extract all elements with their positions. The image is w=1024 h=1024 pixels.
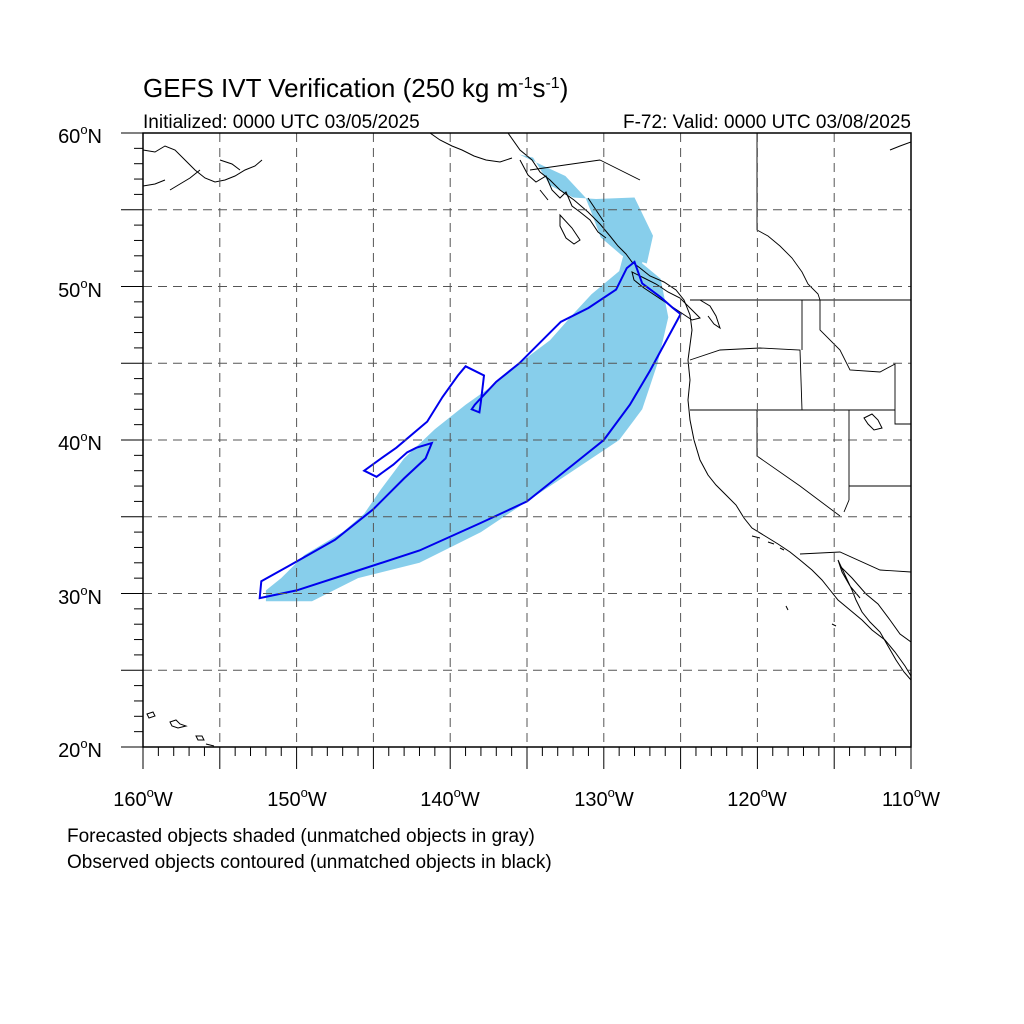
lon-label-130w: 130oW xyxy=(574,785,634,811)
border-california-nevada xyxy=(756,410,841,517)
lon-label-140w: 140oW xyxy=(420,785,480,811)
coastline-puget-sound xyxy=(699,299,721,330)
observed-object-layer xyxy=(258,260,682,600)
valid-time-label: F-72: Valid: 0000 UTC 03/08/2025 xyxy=(623,112,911,133)
coastline-layer xyxy=(143,133,911,747)
coastline-vancouver-island xyxy=(631,271,701,321)
border-washington-oregon xyxy=(689,347,803,411)
coastline-channel-islands xyxy=(751,535,837,627)
coastline-baja xyxy=(837,559,911,681)
coastline-hawaii xyxy=(146,711,215,747)
forecast-object-layer xyxy=(265,154,669,602)
lat-label-40: 40oN xyxy=(58,429,102,455)
lon-label-110w: 110oW xyxy=(882,785,940,811)
border-idaho xyxy=(801,300,911,425)
lon-label-120w: 120oW xyxy=(727,785,787,811)
border-arizona xyxy=(843,485,911,513)
coastline-alaska-panhandle xyxy=(519,159,607,245)
coastline-alaska-top xyxy=(429,133,911,163)
observed-legend-note: Observed objects contoured (unmatched ob… xyxy=(67,852,552,873)
coastline-north-america xyxy=(507,133,911,677)
forecast-legend-note: Forecasted objects shaded (unmatched obj… xyxy=(67,826,535,847)
chart-title: GEFS IVT Verification (250 kg m-1s-1) xyxy=(143,73,568,103)
lake-icon xyxy=(863,413,883,431)
coastline-alaska-sw xyxy=(143,145,263,191)
lat-label-50: 50oN xyxy=(58,276,102,302)
coastline-mainland-mexico xyxy=(839,565,911,643)
forecast-object-north xyxy=(519,154,653,264)
border-bc-alberta xyxy=(756,133,821,301)
observed-object-contour xyxy=(258,260,682,600)
border-yukon-bc xyxy=(529,159,641,181)
latitude-labels: 60oN 50oN 40oN 30oN 20oN xyxy=(58,122,102,762)
axis-ticks xyxy=(121,132,912,769)
lon-label-160w: 160oW xyxy=(113,785,173,811)
border-us-mexico xyxy=(799,551,911,573)
forecast-object-main xyxy=(265,219,669,602)
gridlines xyxy=(143,133,911,747)
lat-label-60: 60oN xyxy=(58,122,102,148)
lon-label-150w: 150oW xyxy=(267,785,327,811)
lat-label-30: 30oN xyxy=(58,583,102,609)
lat-label-20: 20oN xyxy=(58,736,102,762)
init-time-label: Initialized: 0000 UTC 03/05/2025 xyxy=(143,112,420,133)
longitude-labels: 160oW 150oW 140oW 130oW 120oW 110oW xyxy=(113,785,940,811)
